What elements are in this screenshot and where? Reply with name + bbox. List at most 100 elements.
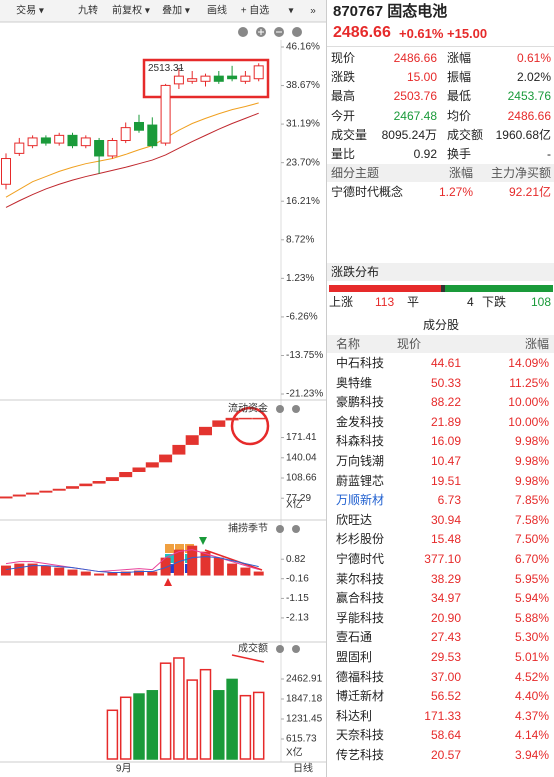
quote-value: 2503.76 bbox=[393, 89, 437, 104]
candle-body bbox=[14, 142, 25, 154]
candle-body bbox=[67, 134, 78, 147]
osc-bar bbox=[14, 563, 25, 576]
flow-bar bbox=[145, 462, 159, 468]
list-cell[interactable]: 奥特维 bbox=[336, 375, 373, 390]
list-cell[interactable]: 科达利 bbox=[336, 708, 373, 723]
quote-value: 2486.66 bbox=[507, 108, 551, 123]
list-cell: 58.64 bbox=[430, 728, 461, 743]
candle-body bbox=[213, 75, 224, 82]
up-bar bbox=[329, 285, 442, 292]
toolbar-item[interactable]: 前复权 ▾ bbox=[112, 4, 150, 17]
list-cell[interactable]: 科森科技 bbox=[336, 434, 385, 449]
quote-label: 今开 bbox=[331, 108, 356, 123]
toolbar-item[interactable]: 画线 bbox=[207, 4, 227, 17]
quote-value: 0.61% bbox=[516, 51, 551, 65]
list-cell[interactable]: 万向钱潮 bbox=[336, 454, 385, 468]
y-tick-label: 8.72% bbox=[286, 234, 314, 245]
toolbar-item[interactable]: ▾ bbox=[288, 6, 293, 17]
flat-bar bbox=[441, 285, 446, 292]
help-icon[interactable] bbox=[292, 525, 300, 533]
dist-header-bg bbox=[327, 263, 554, 281]
change: +15.00 bbox=[447, 26, 488, 41]
dist-value: 108 bbox=[530, 295, 551, 309]
quote-value: 8095.24万 bbox=[381, 127, 437, 142]
volume-bar bbox=[213, 690, 225, 760]
candle-body bbox=[240, 75, 251, 82]
osc-bar bbox=[253, 571, 264, 576]
osc-bar bbox=[227, 563, 238, 576]
list-cell[interactable]: 博迁新材 bbox=[336, 689, 385, 704]
list-cell[interactable]: 赢合科技 bbox=[336, 591, 385, 606]
highlight-circle bbox=[230, 406, 270, 446]
list-cell: 7.85% bbox=[514, 493, 549, 508]
list-cell[interactable]: 万顺新材 bbox=[336, 493, 385, 508]
annotation: 2513.31 bbox=[148, 63, 185, 74]
osc-bar bbox=[120, 571, 131, 576]
list-cell: 10.47 bbox=[430, 454, 461, 468]
flow-bar bbox=[238, 417, 252, 420]
list-cell[interactable]: 杉杉股份 bbox=[336, 532, 385, 547]
volume-bar bbox=[199, 668, 212, 760]
flow-bar bbox=[225, 417, 239, 421]
volume-bar bbox=[252, 691, 265, 760]
candle-body bbox=[27, 137, 38, 147]
down-bar bbox=[445, 285, 553, 292]
candle-body bbox=[40, 137, 51, 144]
list-cell: 10.00% bbox=[508, 414, 549, 429]
list-cell: 19.51 bbox=[430, 473, 461, 488]
period-label[interactable]: 日线 bbox=[293, 762, 313, 775]
toolbar-item[interactable]: 叠加 ▾ bbox=[162, 5, 190, 17]
list-cell: 377.10 bbox=[424, 552, 461, 566]
line-series bbox=[5, 556, 259, 574]
toolbar-item[interactable]: + 自选 bbox=[241, 4, 270, 17]
list-cell[interactable]: 壹石通 bbox=[336, 630, 373, 645]
chart-icons[interactable] bbox=[238, 27, 302, 37]
theme-header: 细分主题 bbox=[331, 166, 380, 180]
list-header: 名称 bbox=[336, 337, 361, 351]
list-cell: 14.09% bbox=[508, 356, 549, 370]
toolbar-item[interactable]: 交易 ▾ bbox=[16, 4, 44, 17]
list-cell[interactable]: 传艺科技 bbox=[336, 748, 385, 762]
y-tick-label: -2.13 bbox=[286, 613, 309, 624]
volume-bar bbox=[159, 662, 172, 760]
osc-bar bbox=[240, 567, 251, 576]
list-cell[interactable]: 孚能科技 bbox=[336, 610, 385, 625]
list-cell: 9.98% bbox=[514, 473, 549, 488]
flow-bar bbox=[79, 483, 93, 487]
y-tick-label: 38.67% bbox=[286, 80, 320, 91]
quote-label: 量比 bbox=[331, 147, 356, 161]
list-cell[interactable]: 宁德时代 bbox=[336, 552, 385, 566]
list-cell[interactable]: 天奈科技 bbox=[336, 728, 385, 743]
settings-icon[interactable] bbox=[276, 525, 284, 533]
settings-icon[interactable] bbox=[276, 405, 284, 413]
osc-bar bbox=[94, 573, 105, 576]
list-cell[interactable]: 盟固利 bbox=[336, 650, 373, 664]
panel-title: 成交额 bbox=[238, 642, 268, 655]
candle-body bbox=[147, 124, 158, 147]
osc-bar bbox=[107, 572, 118, 576]
trend-arrow bbox=[231, 654, 265, 663]
list-cell: 11.25% bbox=[509, 375, 549, 390]
list-cell[interactable]: 中石科技 bbox=[336, 356, 385, 370]
toolbar-bg bbox=[0, 0, 326, 22]
candle-body bbox=[253, 65, 264, 80]
help-icon[interactable] bbox=[292, 645, 300, 653]
list-cell[interactable]: 金发科技 bbox=[336, 414, 385, 429]
volume-bar bbox=[226, 678, 238, 760]
list-cell[interactable]: 莱尔科技 bbox=[336, 571, 385, 586]
list-cell: 56.52 bbox=[430, 689, 461, 704]
dist-value: 4 bbox=[467, 295, 474, 309]
list-cell[interactable]: 豪鹏科技 bbox=[336, 395, 385, 410]
volume-bar bbox=[119, 696, 132, 760]
help-icon[interactable] bbox=[292, 405, 300, 413]
toolbar-item[interactable]: 九转 bbox=[78, 4, 98, 17]
list-cell[interactable]: 欣旺达 bbox=[336, 512, 373, 527]
toolbar-item[interactable]: » bbox=[310, 6, 316, 17]
list-cell[interactable]: 蔚蓝锂芯 bbox=[336, 473, 385, 488]
settings-icon[interactable] bbox=[276, 645, 284, 653]
y-tick-label: -1.15 bbox=[286, 593, 309, 604]
list-cell[interactable]: 德福科技 bbox=[336, 669, 385, 684]
change-pct: +0.61% bbox=[399, 26, 444, 41]
osc-bar bbox=[40, 565, 51, 576]
